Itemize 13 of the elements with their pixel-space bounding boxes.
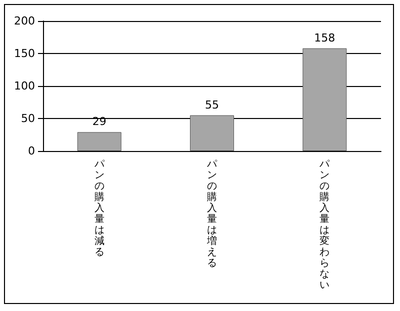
y-tick-label: 150 xyxy=(14,47,35,60)
bar xyxy=(190,115,234,151)
data-label: 55 xyxy=(205,98,219,112)
y-tick-label: 0 xyxy=(28,144,35,158)
y-tick-label: 100 xyxy=(14,80,35,92)
bar xyxy=(77,132,122,151)
category-label: パンの購入量は減る xyxy=(94,159,104,258)
data-label: 158 xyxy=(314,31,336,44)
category-label: パンの購入量は変わらない xyxy=(320,159,330,291)
category-label: パンの購入量は増える xyxy=(207,159,217,269)
y-tick-label: 200 xyxy=(14,14,35,28)
y-tick-label: 50 xyxy=(21,112,35,125)
bar xyxy=(302,48,347,151)
